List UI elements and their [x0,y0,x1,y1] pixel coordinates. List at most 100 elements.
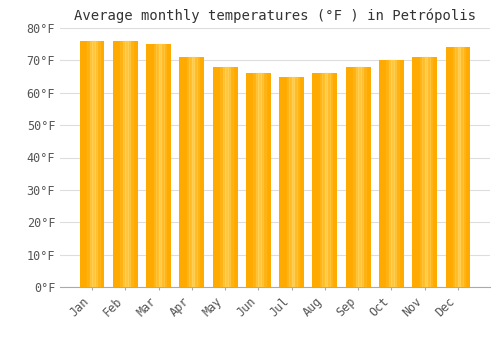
Bar [348,67,350,287]
Bar [312,74,338,287]
Bar [392,60,394,287]
Bar [414,57,417,287]
Bar [302,77,304,287]
Bar [289,77,292,287]
Bar [154,44,156,287]
Bar [325,74,328,287]
Bar [212,67,238,287]
Bar [80,41,104,287]
Bar [296,77,299,287]
Bar [148,44,151,287]
Bar [190,57,192,287]
Bar [232,67,235,287]
Bar [84,41,87,287]
Bar [194,57,197,287]
Bar [279,77,304,287]
Bar [151,44,154,287]
Bar [284,77,286,287]
Bar [113,41,116,287]
Bar [120,41,123,287]
Bar [379,60,404,287]
Bar [158,44,161,287]
Bar [424,57,427,287]
Bar [448,47,450,287]
Bar [197,57,200,287]
Bar [386,60,389,287]
Bar [235,67,238,287]
Bar [80,41,82,287]
Bar [126,41,128,287]
Bar [453,47,456,287]
Bar [318,74,320,287]
Bar [328,74,330,287]
Bar [427,57,430,287]
Bar [246,74,271,287]
Bar [218,67,220,287]
Bar [113,41,138,287]
Bar [346,67,348,287]
Bar [412,57,414,287]
Bar [450,47,453,287]
Bar [379,60,382,287]
Bar [279,77,281,287]
Bar [286,77,289,287]
Bar [384,60,386,287]
Bar [294,77,296,287]
Bar [118,41,120,287]
Bar [264,74,266,287]
Bar [330,74,332,287]
Bar [166,44,168,287]
Bar [466,47,468,287]
Bar [261,74,264,287]
Bar [168,44,171,287]
Bar [463,47,466,287]
Bar [116,41,118,287]
Bar [446,47,470,287]
Bar [212,67,215,287]
Bar [446,47,448,287]
Bar [353,67,356,287]
Bar [222,67,225,287]
Bar [402,60,404,287]
Bar [422,57,424,287]
Bar [432,57,434,287]
Bar [420,57,422,287]
Bar [322,74,325,287]
Bar [396,60,399,287]
Bar [394,60,396,287]
Bar [156,44,158,287]
Bar [94,41,97,287]
Bar [335,74,338,287]
Bar [87,41,90,287]
Bar [136,41,138,287]
Bar [133,41,136,287]
Bar [246,74,248,287]
Bar [268,74,271,287]
Bar [299,77,302,287]
Bar [356,67,358,287]
Bar [202,57,204,287]
Bar [315,74,318,287]
Bar [225,67,228,287]
Bar [161,44,164,287]
Bar [368,67,370,287]
Bar [92,41,94,287]
Bar [97,41,100,287]
Bar [254,74,256,287]
Bar [292,77,294,287]
Bar [187,57,190,287]
Bar [456,47,458,287]
Bar [146,44,148,287]
Bar [358,67,360,287]
Bar [180,57,182,287]
Bar [90,41,92,287]
Bar [460,47,463,287]
Title: Average monthly temperatures (°F ) in Petrópolis: Average monthly temperatures (°F ) in Pe… [74,8,476,23]
Bar [192,57,194,287]
Bar [184,57,187,287]
Bar [468,47,470,287]
Bar [399,60,402,287]
Bar [312,74,315,287]
Bar [266,74,268,287]
Bar [332,74,335,287]
